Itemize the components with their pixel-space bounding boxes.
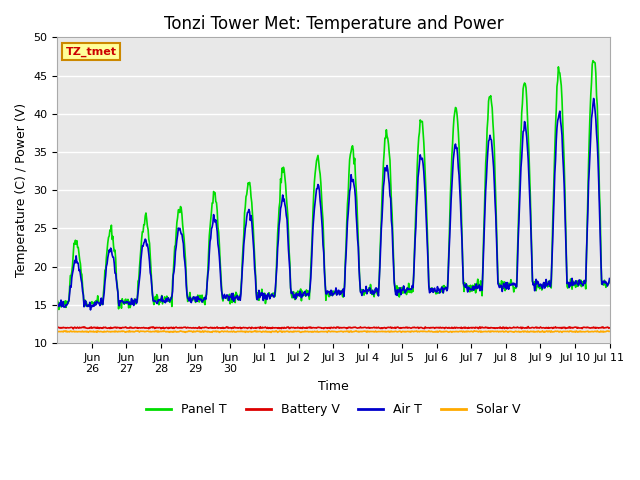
- Y-axis label: Temperature (C) / Power (V): Temperature (C) / Power (V): [15, 103, 28, 277]
- Solar V: [118, 329, 126, 335]
- Battery V: [69, 326, 77, 332]
- Battery V: [221, 325, 228, 331]
- Panel T: [422, 190, 430, 195]
- Air T: [221, 291, 228, 297]
- Panel T: [54, 298, 61, 304]
- Legend: Panel T, Battery V, Air T, Solar V: Panel T, Battery V, Air T, Solar V: [141, 398, 525, 421]
- Battery V: [524, 324, 532, 329]
- Solar V: [423, 329, 431, 335]
- Battery V: [248, 324, 255, 330]
- Panel T: [269, 290, 276, 296]
- Solar V: [269, 329, 277, 335]
- Panel T: [589, 58, 596, 63]
- Solar V: [268, 330, 275, 336]
- Line: Air T: Air T: [58, 98, 609, 310]
- Air T: [86, 307, 94, 313]
- Solar V: [248, 329, 255, 335]
- Line: Panel T: Panel T: [58, 60, 609, 310]
- Panel T: [119, 299, 127, 304]
- Air T: [590, 96, 598, 101]
- Air T: [391, 286, 399, 291]
- Battery V: [605, 325, 613, 331]
- Solar V: [221, 328, 228, 334]
- Panel T: [248, 200, 255, 205]
- Panel T: [55, 307, 63, 312]
- Panel T: [221, 294, 228, 300]
- Air T: [119, 299, 127, 305]
- Air T: [605, 276, 613, 281]
- Battery V: [391, 324, 399, 330]
- Battery V: [54, 324, 61, 330]
- Air T: [422, 209, 430, 215]
- Battery V: [119, 324, 127, 330]
- Battery V: [422, 325, 430, 331]
- X-axis label: Time: Time: [318, 380, 349, 393]
- Text: TZ_tmet: TZ_tmet: [66, 47, 116, 57]
- Line: Solar V: Solar V: [58, 331, 609, 333]
- Air T: [54, 302, 61, 308]
- Air T: [269, 292, 276, 298]
- Solar V: [392, 328, 399, 334]
- Panel T: [391, 285, 399, 291]
- Solar V: [605, 328, 613, 334]
- Air T: [248, 218, 255, 224]
- Title: Tonzi Tower Met: Temperature and Power: Tonzi Tower Met: Temperature and Power: [164, 15, 503, 33]
- Battery V: [269, 324, 276, 330]
- Solar V: [125, 328, 133, 334]
- Line: Battery V: Battery V: [58, 326, 609, 329]
- Solar V: [54, 328, 61, 334]
- Panel T: [605, 278, 613, 284]
